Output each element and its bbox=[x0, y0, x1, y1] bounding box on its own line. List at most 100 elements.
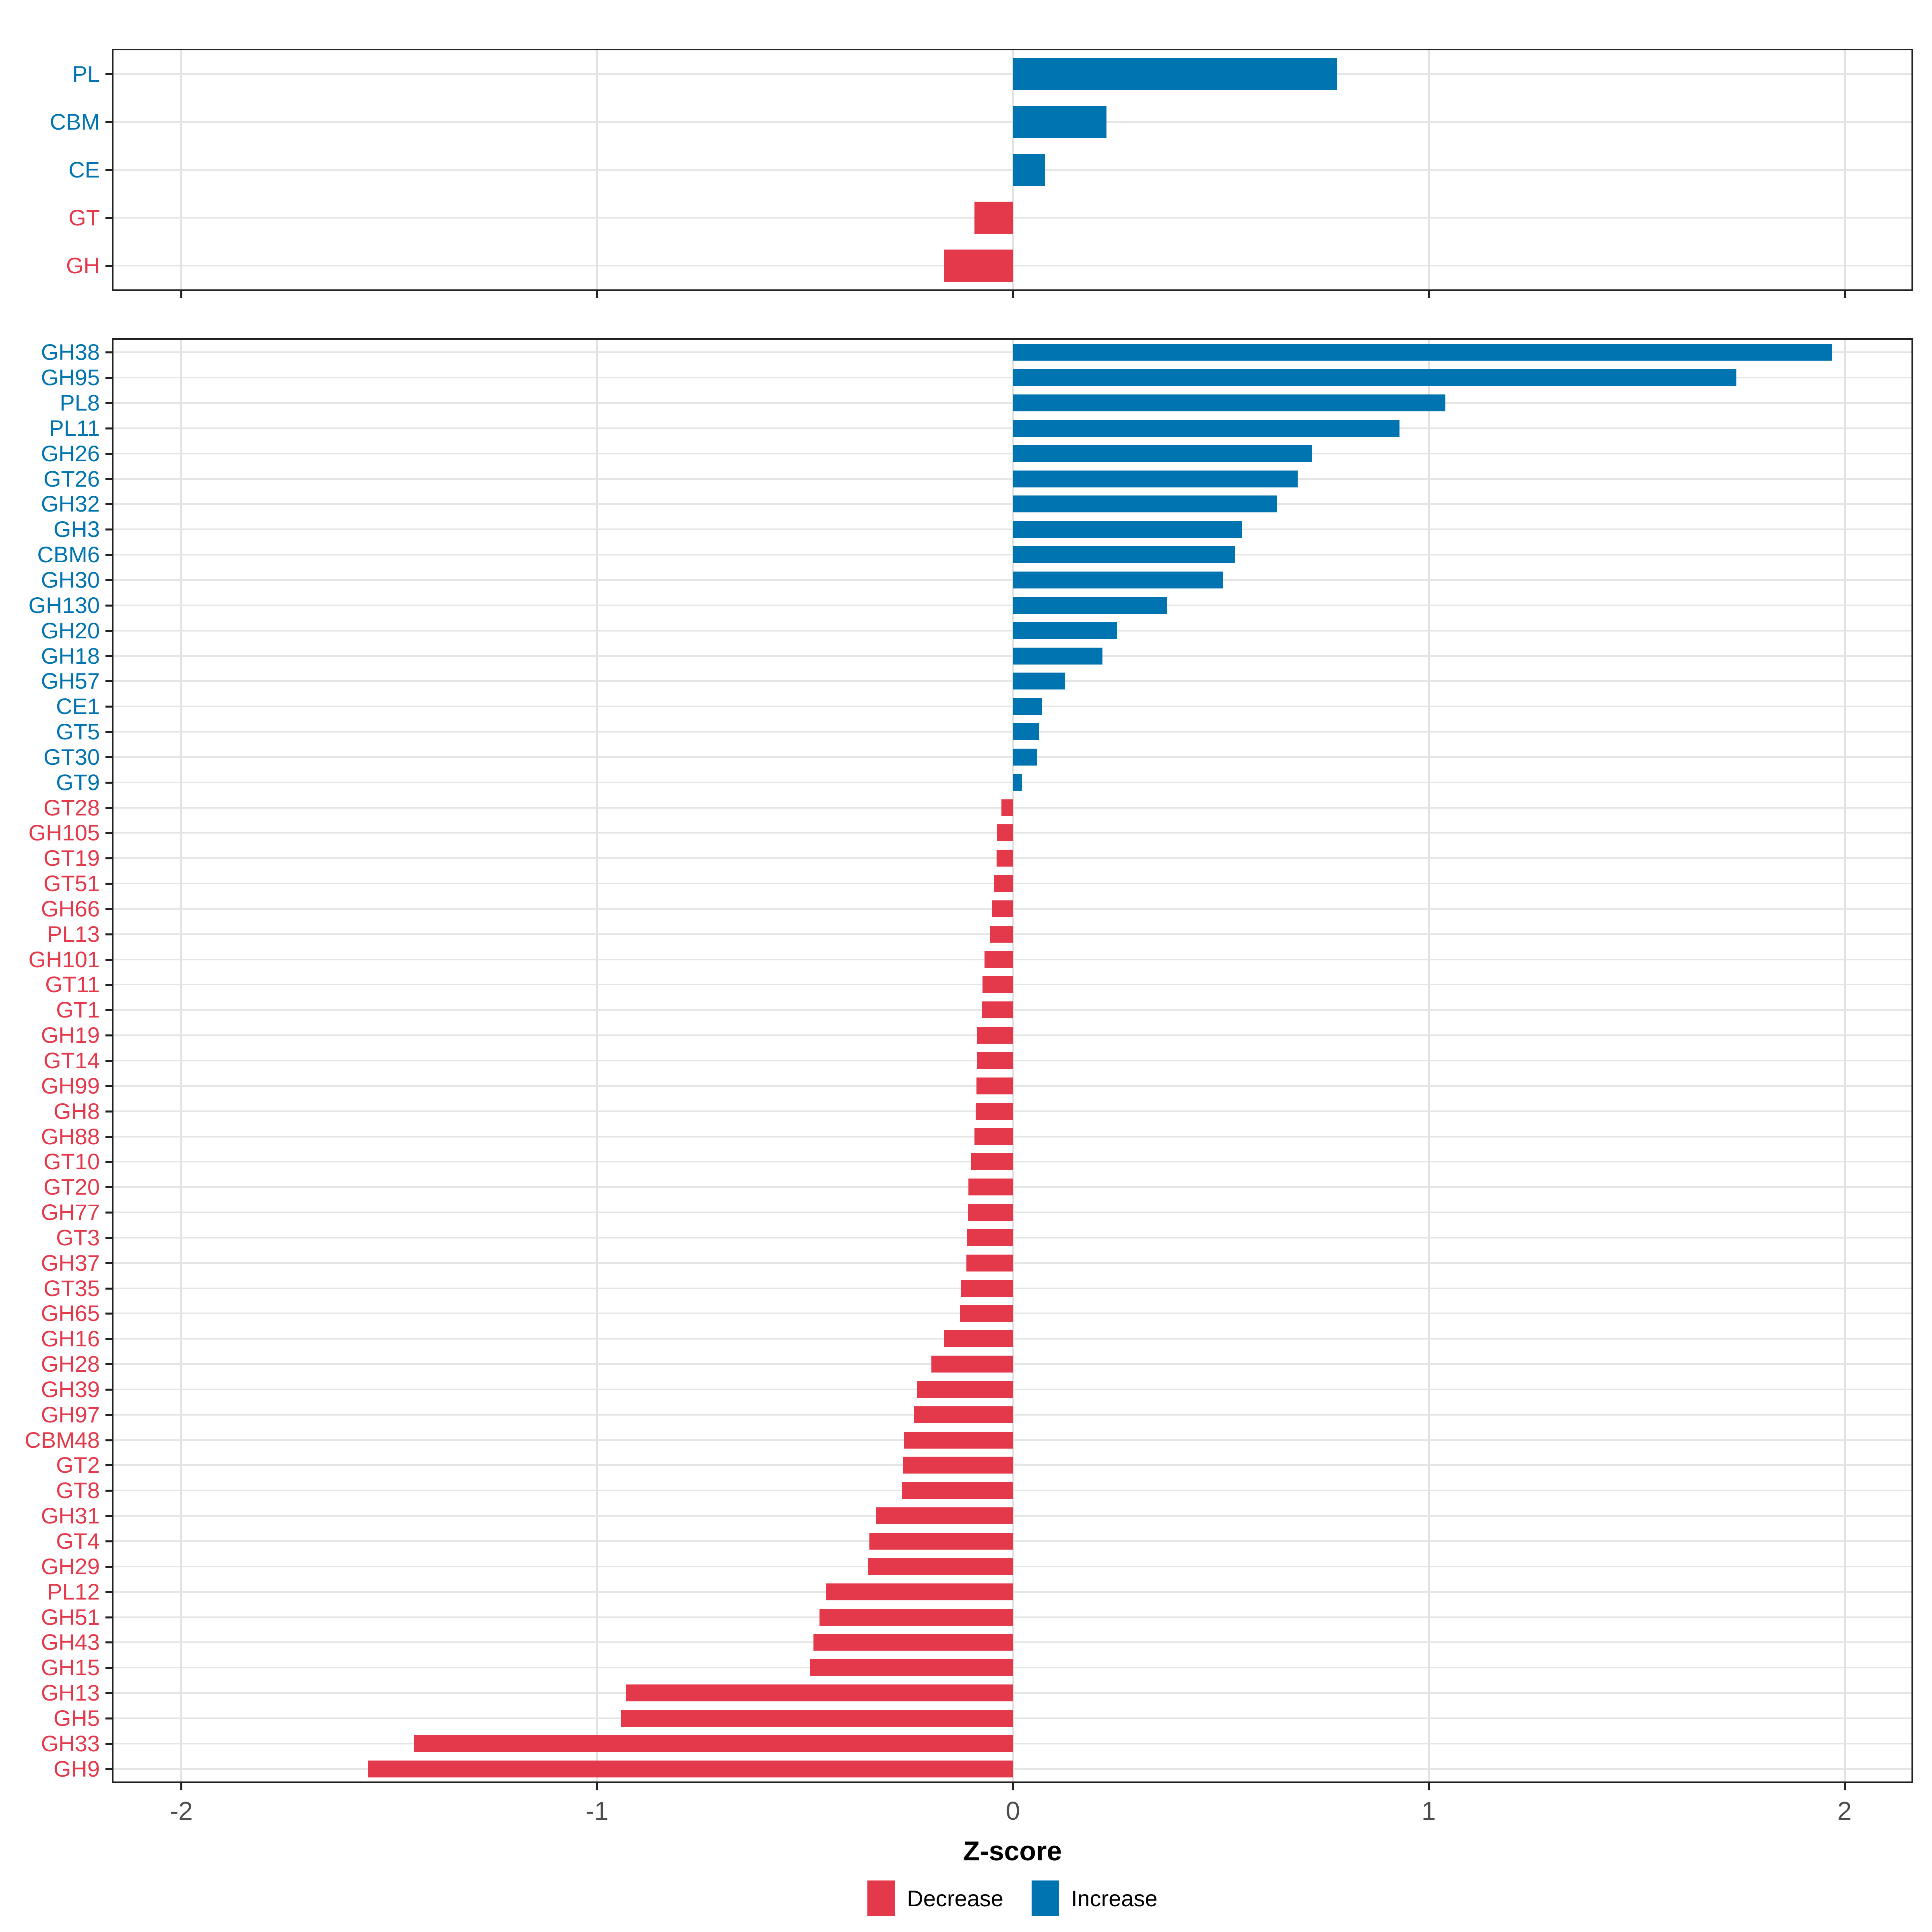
y-label-CBM6: CBM6 bbox=[37, 542, 100, 568]
row-gridline-GT30 bbox=[114, 756, 1911, 758]
y-tick-GT8 bbox=[105, 1490, 112, 1492]
y-tick-GH130 bbox=[105, 604, 112, 607]
y-label-PL8: PL8 bbox=[60, 390, 100, 416]
y-label-GH16: GH16 bbox=[41, 1326, 100, 1352]
y-tick-GH88 bbox=[105, 1135, 112, 1138]
y-label-GT5: GT5 bbox=[56, 719, 100, 745]
bar-GH65 bbox=[960, 1305, 1013, 1322]
y-label-GH32: GH32 bbox=[41, 491, 100, 517]
row-gridline-GH3 bbox=[114, 528, 1911, 530]
bar-GT2 bbox=[903, 1457, 1013, 1474]
bar-GT51 bbox=[994, 875, 1013, 892]
bar-CBM6 bbox=[1013, 546, 1236, 564]
x-tick-label-2: 2 bbox=[1837, 1796, 1852, 1825]
y-label-GH97: GH97 bbox=[41, 1402, 100, 1427]
y-tick-GH30 bbox=[105, 579, 112, 581]
bar-PL8 bbox=[1013, 394, 1445, 412]
y-label-GT19: GT19 bbox=[43, 845, 100, 871]
y-label-GH9: GH9 bbox=[53, 1756, 100, 1781]
bar-GT8 bbox=[902, 1482, 1013, 1499]
legend-item-decrease: Decrease bbox=[867, 1880, 1003, 1916]
bar-GT11 bbox=[983, 976, 1013, 993]
bar-GT35 bbox=[961, 1280, 1013, 1297]
y-tick-GH43 bbox=[105, 1641, 112, 1644]
y-tick-GT26 bbox=[105, 478, 112, 480]
y-label-GT9: GT9 bbox=[56, 769, 100, 795]
bar-GH18 bbox=[1013, 647, 1102, 665]
y-label-PL: PL bbox=[72, 61, 100, 87]
x-tick-2-panel0 bbox=[1843, 291, 1846, 298]
y-label-GH8: GH8 bbox=[53, 1098, 100, 1124]
y-label-GH3: GH3 bbox=[53, 516, 100, 542]
y-label-PL13: PL13 bbox=[47, 921, 100, 947]
x-tick-1-panel1 bbox=[1428, 1783, 1430, 1790]
y-label-PL12: PL12 bbox=[47, 1579, 100, 1604]
bar-GH43 bbox=[813, 1634, 1013, 1651]
row-gridline-GH57 bbox=[114, 680, 1911, 682]
row-gridline-PL bbox=[114, 73, 1911, 75]
bar-GH30 bbox=[1013, 572, 1223, 588]
bar-GH95 bbox=[1013, 369, 1737, 386]
bar-GH38 bbox=[1013, 344, 1832, 361]
y-label-GT30: GT30 bbox=[43, 744, 100, 770]
bar-GT19 bbox=[997, 850, 1013, 867]
bar-GH105 bbox=[997, 824, 1013, 842]
bar-GH51 bbox=[819, 1608, 1013, 1626]
bar-GH3 bbox=[1013, 521, 1242, 538]
decrease-swatch bbox=[867, 1880, 895, 1916]
row-gridline-GH130 bbox=[114, 604, 1911, 606]
bar-GH9 bbox=[368, 1760, 1013, 1777]
y-tick-PL13 bbox=[105, 933, 112, 935]
y-label-GT2: GT2 bbox=[56, 1452, 100, 1478]
bar-GH37 bbox=[966, 1254, 1013, 1271]
y-label-GH66: GH66 bbox=[41, 896, 100, 921]
y-label-GH5: GH5 bbox=[53, 1705, 100, 1731]
row-gridline-GH26 bbox=[114, 452, 1911, 454]
y-label-GH31: GH31 bbox=[41, 1503, 100, 1529]
row-gridline-CE1 bbox=[114, 706, 1911, 708]
y-label-GT10: GT10 bbox=[43, 1149, 100, 1174]
x-tick-2-panel1 bbox=[1843, 1783, 1846, 1790]
bar-GH29 bbox=[867, 1558, 1013, 1575]
y-tick-PL11 bbox=[105, 427, 112, 429]
y-tick-GH31 bbox=[105, 1515, 112, 1517]
bar-GH99 bbox=[976, 1077, 1013, 1094]
row-gridline-GT26 bbox=[114, 478, 1911, 480]
x-tick-1-panel0 bbox=[1428, 291, 1430, 298]
bar-PL bbox=[1013, 58, 1338, 91]
y-label-GH95: GH95 bbox=[41, 365, 100, 390]
row-gridline-PL11 bbox=[114, 427, 1911, 429]
bar-GT26 bbox=[1013, 470, 1298, 487]
bar-GH77 bbox=[968, 1204, 1013, 1221]
bar-GH97 bbox=[914, 1406, 1013, 1423]
y-tick-GH33 bbox=[105, 1742, 112, 1745]
bar-GH8 bbox=[975, 1102, 1013, 1120]
y-tick-GH28 bbox=[105, 1363, 112, 1366]
bar-GT14 bbox=[976, 1052, 1013, 1069]
y-tick-GT19 bbox=[105, 857, 112, 860]
y-tick-GT20 bbox=[105, 1186, 112, 1189]
y-label-GT4: GT4 bbox=[56, 1528, 100, 1554]
y-tick-GT35 bbox=[105, 1287, 112, 1290]
y-tick-GH3 bbox=[105, 528, 112, 531]
y-tick-GH32 bbox=[105, 503, 112, 506]
panel-enzyme-class bbox=[112, 49, 1913, 291]
y-label-GT28: GT28 bbox=[43, 795, 100, 820]
y-label-GH77: GH77 bbox=[41, 1199, 100, 1225]
bar-GT bbox=[974, 201, 1013, 234]
x-tick--1-panel0 bbox=[596, 291, 599, 298]
y-label-GT35: GT35 bbox=[43, 1275, 100, 1301]
y-label-GT: GT bbox=[68, 204, 100, 230]
legend-label-decrease: Decrease bbox=[907, 1885, 1003, 1911]
bar-GH28 bbox=[931, 1356, 1013, 1373]
y-label-GH88: GH88 bbox=[41, 1123, 100, 1149]
legend-label-increase: Increase bbox=[1071, 1885, 1158, 1911]
x-tick--2-panel1 bbox=[180, 1783, 183, 1790]
bar-GH33 bbox=[414, 1735, 1013, 1752]
y-tick-GT28 bbox=[105, 807, 112, 809]
y-tick-GH20 bbox=[105, 630, 112, 632]
x-tick-0-panel0 bbox=[1012, 291, 1014, 298]
y-label-GH39: GH39 bbox=[41, 1376, 100, 1402]
y-tick-GH97 bbox=[105, 1414, 112, 1416]
y-label-GH15: GH15 bbox=[41, 1655, 100, 1680]
